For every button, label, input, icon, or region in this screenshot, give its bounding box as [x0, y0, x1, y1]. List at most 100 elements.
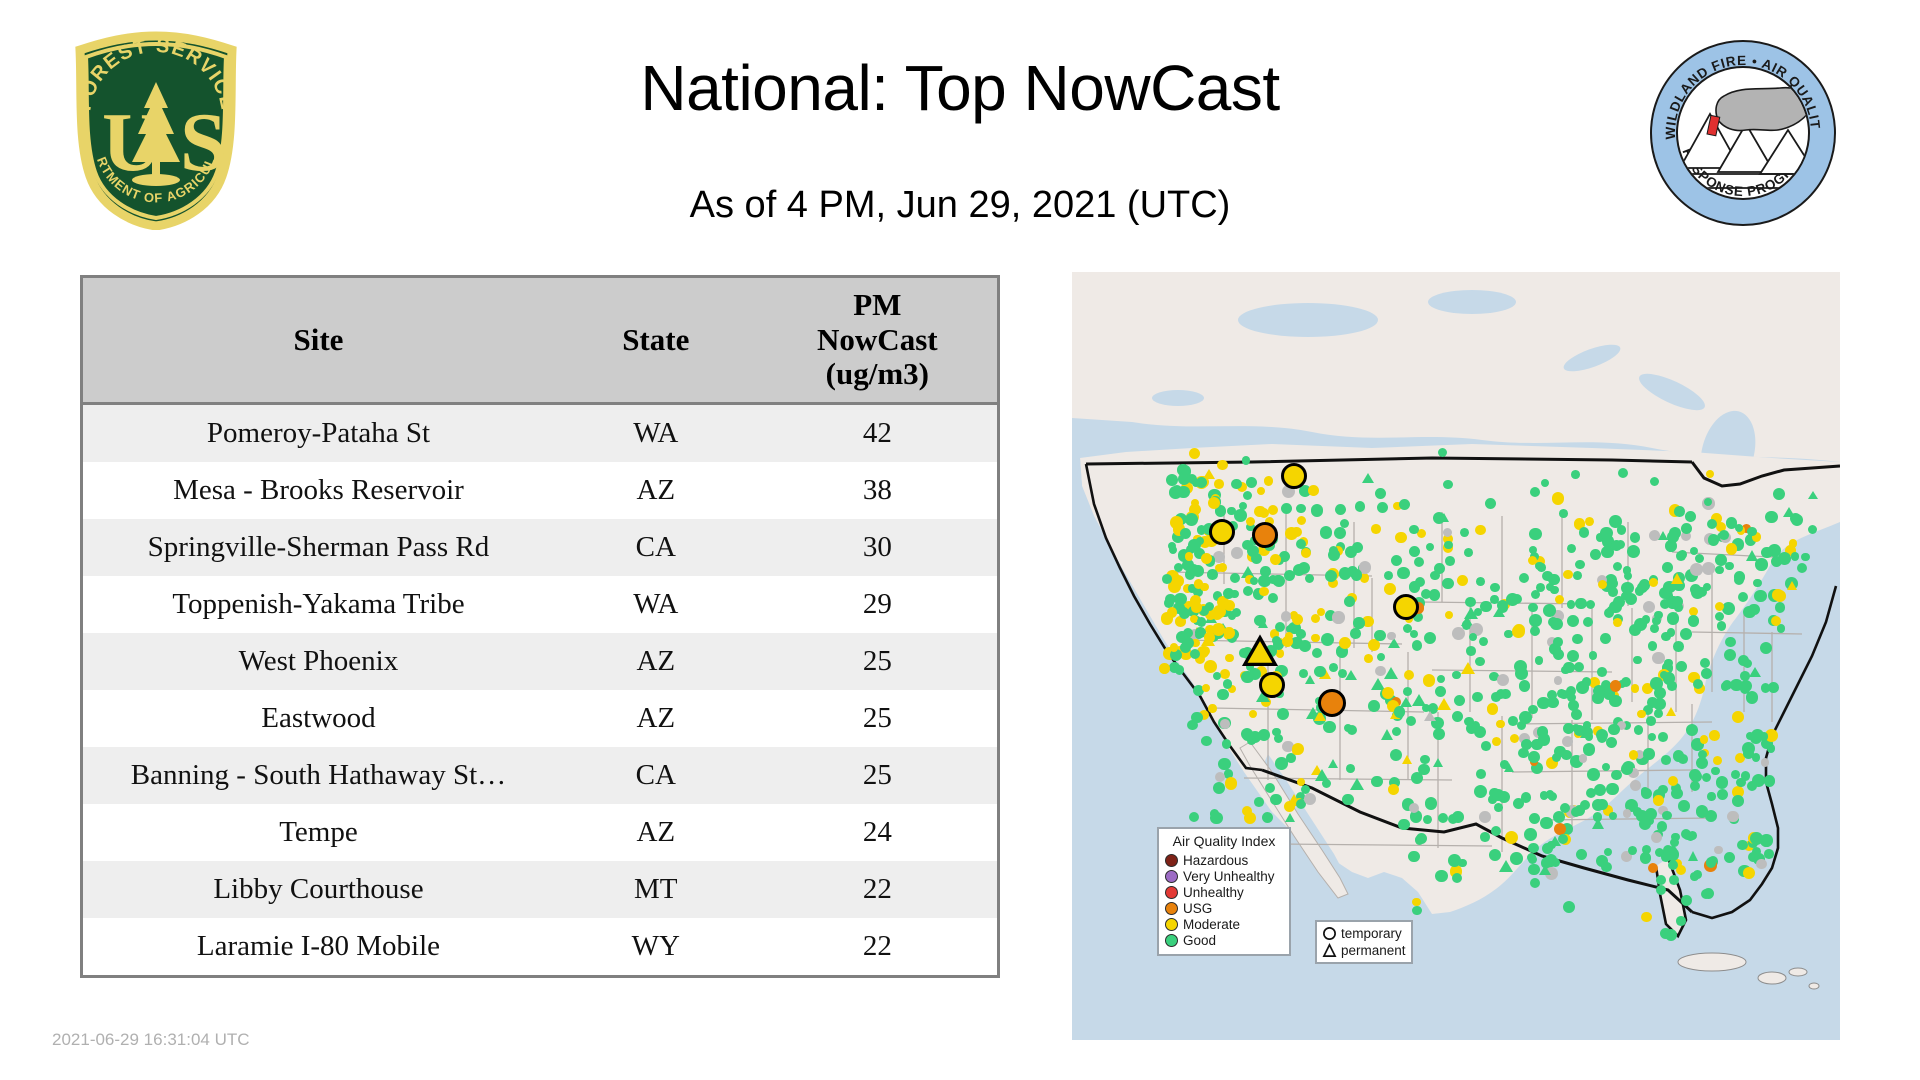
column-header-pm-nowcast[interactable]: PM NowCast (ug/m3) — [757, 278, 997, 406]
monitor-marker-temporary — [1180, 465, 1191, 475]
aqi-legend-label: Unhealthy — [1183, 884, 1244, 900]
monitor-marker-temporary — [1427, 703, 1439, 714]
monitor-marker-temporary — [1198, 606, 1209, 616]
table-row[interactable]: Eastwood AZ 25 — [83, 690, 997, 748]
monitor-marker-temporary — [1571, 807, 1582, 818]
monitor-marker-temporary — [1222, 679, 1232, 689]
highlighted-site-marker[interactable] — [1241, 633, 1279, 676]
monitor-marker-temporary — [1527, 863, 1540, 876]
monitor-marker-temporary — [1305, 574, 1315, 584]
monitor-marker-permanent — [1746, 550, 1759, 562]
highlighted-site-marker[interactable] — [1209, 519, 1235, 545]
monitor-marker-temporary — [1187, 473, 1198, 484]
monitor-marker-temporary — [1339, 518, 1349, 528]
table-row[interactable]: Libby Courthouse MT 22 — [83, 861, 997, 919]
monitor-marker-temporary — [1415, 835, 1425, 845]
monitor-marker-permanent — [1460, 662, 1475, 675]
monitor-marker-temporary — [1760, 834, 1773, 847]
highlighted-site-marker[interactable] — [1259, 672, 1285, 698]
highlighted-site-marker[interactable] — [1318, 689, 1346, 717]
monitor-marker-temporary — [1424, 797, 1438, 810]
monitor-marker-temporary — [1731, 794, 1744, 807]
monitor-marker-temporary — [1374, 487, 1386, 499]
table-row[interactable]: Pomeroy-Pataha St WA 42 — [83, 403, 997, 463]
monitor-marker-temporary — [1714, 846, 1723, 855]
monitor-marker-temporary — [1582, 721, 1592, 730]
monitor-marker-temporary — [1342, 793, 1354, 806]
monitor-marker-temporary — [1652, 651, 1665, 665]
monitor-marker-temporary — [1638, 579, 1650, 591]
monitor-marker-temporary — [1353, 617, 1365, 629]
monitor-marker-temporary — [1763, 774, 1776, 787]
monitor-marker-permanent — [1787, 581, 1798, 591]
monitor-marker-temporary — [1459, 527, 1469, 537]
monitor-marker-temporary — [1760, 683, 1771, 693]
monitor-marker-temporary — [1412, 905, 1422, 916]
monitor-marker-temporary — [1602, 763, 1611, 772]
monitor-marker-temporary — [1676, 916, 1686, 926]
monitor-marker-temporary — [1480, 600, 1492, 613]
monitor-marker-temporary — [1496, 673, 1510, 687]
aqi-legend-label: Very Unhealthy — [1183, 868, 1275, 884]
monitor-marker-temporary — [1269, 629, 1280, 639]
wildland-fire-air-quality-logo: WILDLAND FIRE • AIR QUALITY RESPONSE PRO… — [1643, 26, 1838, 228]
highlighted-site-marker[interactable] — [1252, 522, 1278, 548]
monitor-marker-temporary — [1519, 732, 1531, 744]
monitor-marker-temporary — [1174, 563, 1184, 573]
monitor-marker-temporary — [1600, 526, 1613, 540]
monitor-marker-temporary — [1253, 588, 1265, 600]
monitor-marker-temporary — [1241, 456, 1251, 465]
highlighted-site-marker[interactable] — [1393, 594, 1419, 620]
monitor-marker-temporary — [1674, 603, 1683, 612]
monitor-marker-temporary — [1667, 681, 1677, 691]
monitor-marker-temporary — [1433, 562, 1445, 574]
monitor-marker-temporary — [1680, 530, 1691, 541]
monitor-marker-temporary — [1600, 632, 1612, 644]
monitor-marker-temporary — [1328, 578, 1339, 589]
monitor-marker-permanent — [1539, 864, 1552, 875]
monitor-marker-temporary — [1587, 768, 1601, 781]
monitor-marker-temporary — [1175, 665, 1185, 675]
monitor-marker-temporary — [1546, 790, 1555, 799]
monitor-marker-temporary — [1629, 532, 1641, 543]
top-nowcast-table: Site State PM NowCast (ug/m3) Pomeroy-Pa… — [80, 275, 1000, 979]
cell-state: WA — [553, 403, 758, 463]
monitor-marker-temporary — [1518, 710, 1532, 724]
monitor-marker-temporary — [1498, 602, 1509, 613]
table-row[interactable]: Laramie I-80 Mobile WY 22 — [83, 918, 997, 976]
monitor-marker-temporary — [1212, 550, 1225, 563]
monitor-marker-temporary — [1402, 623, 1412, 633]
monitor-marker-temporary — [1507, 716, 1518, 726]
monitor-marker-temporary — [1746, 731, 1755, 740]
table-row[interactable]: Mesa - Brooks Reservoir AZ 38 — [83, 462, 997, 520]
table-row[interactable]: Tempe AZ 24 — [83, 804, 997, 862]
monitor-marker-temporary — [1256, 487, 1265, 496]
monitor-marker-temporary — [1537, 563, 1546, 572]
monitor-marker-temporary — [1698, 750, 1708, 760]
monitor-marker-temporary — [1475, 524, 1486, 536]
table-row[interactable]: Toppenish-Yakama Tribe WA 29 — [83, 576, 997, 634]
column-header-site[interactable]: Site — [83, 278, 554, 406]
monitor-marker-temporary — [1410, 629, 1419, 638]
monitor-marker-temporary — [1172, 530, 1185, 543]
monitor-marker-temporary — [1771, 615, 1782, 626]
monitor-marker-temporary — [1448, 854, 1462, 868]
monitor-marker-temporary — [1391, 554, 1403, 566]
monitor-marker-temporary — [1740, 683, 1751, 694]
monitor-marker-temporary — [1639, 818, 1652, 831]
monitor-marker-temporary — [1504, 629, 1513, 638]
monitor-marker-temporary — [1225, 654, 1234, 663]
monitor-marker-temporary — [1172, 575, 1184, 587]
table-row[interactable]: West Phoenix AZ 25 — [83, 633, 997, 691]
table-row[interactable]: Springville-Sherman Pass Rd CA 30 — [83, 519, 997, 577]
highlighted-sites-layer[interactable] — [1072, 272, 1840, 1040]
monitor-marker-temporary — [1621, 581, 1634, 595]
column-header-state[interactable]: State — [553, 278, 758, 406]
table-row[interactable]: Banning - South Hathaway St… CA 25 — [83, 747, 997, 805]
highlighted-site-marker[interactable] — [1281, 463, 1307, 489]
monitor-marker-temporary — [1241, 670, 1254, 683]
monitor-marker-temporary — [1493, 803, 1503, 813]
monitor-marker-temporary — [1465, 722, 1478, 735]
monitor-marker-temporary — [1485, 497, 1497, 509]
cell-site: Banning - South Hathaway St… — [83, 747, 554, 805]
